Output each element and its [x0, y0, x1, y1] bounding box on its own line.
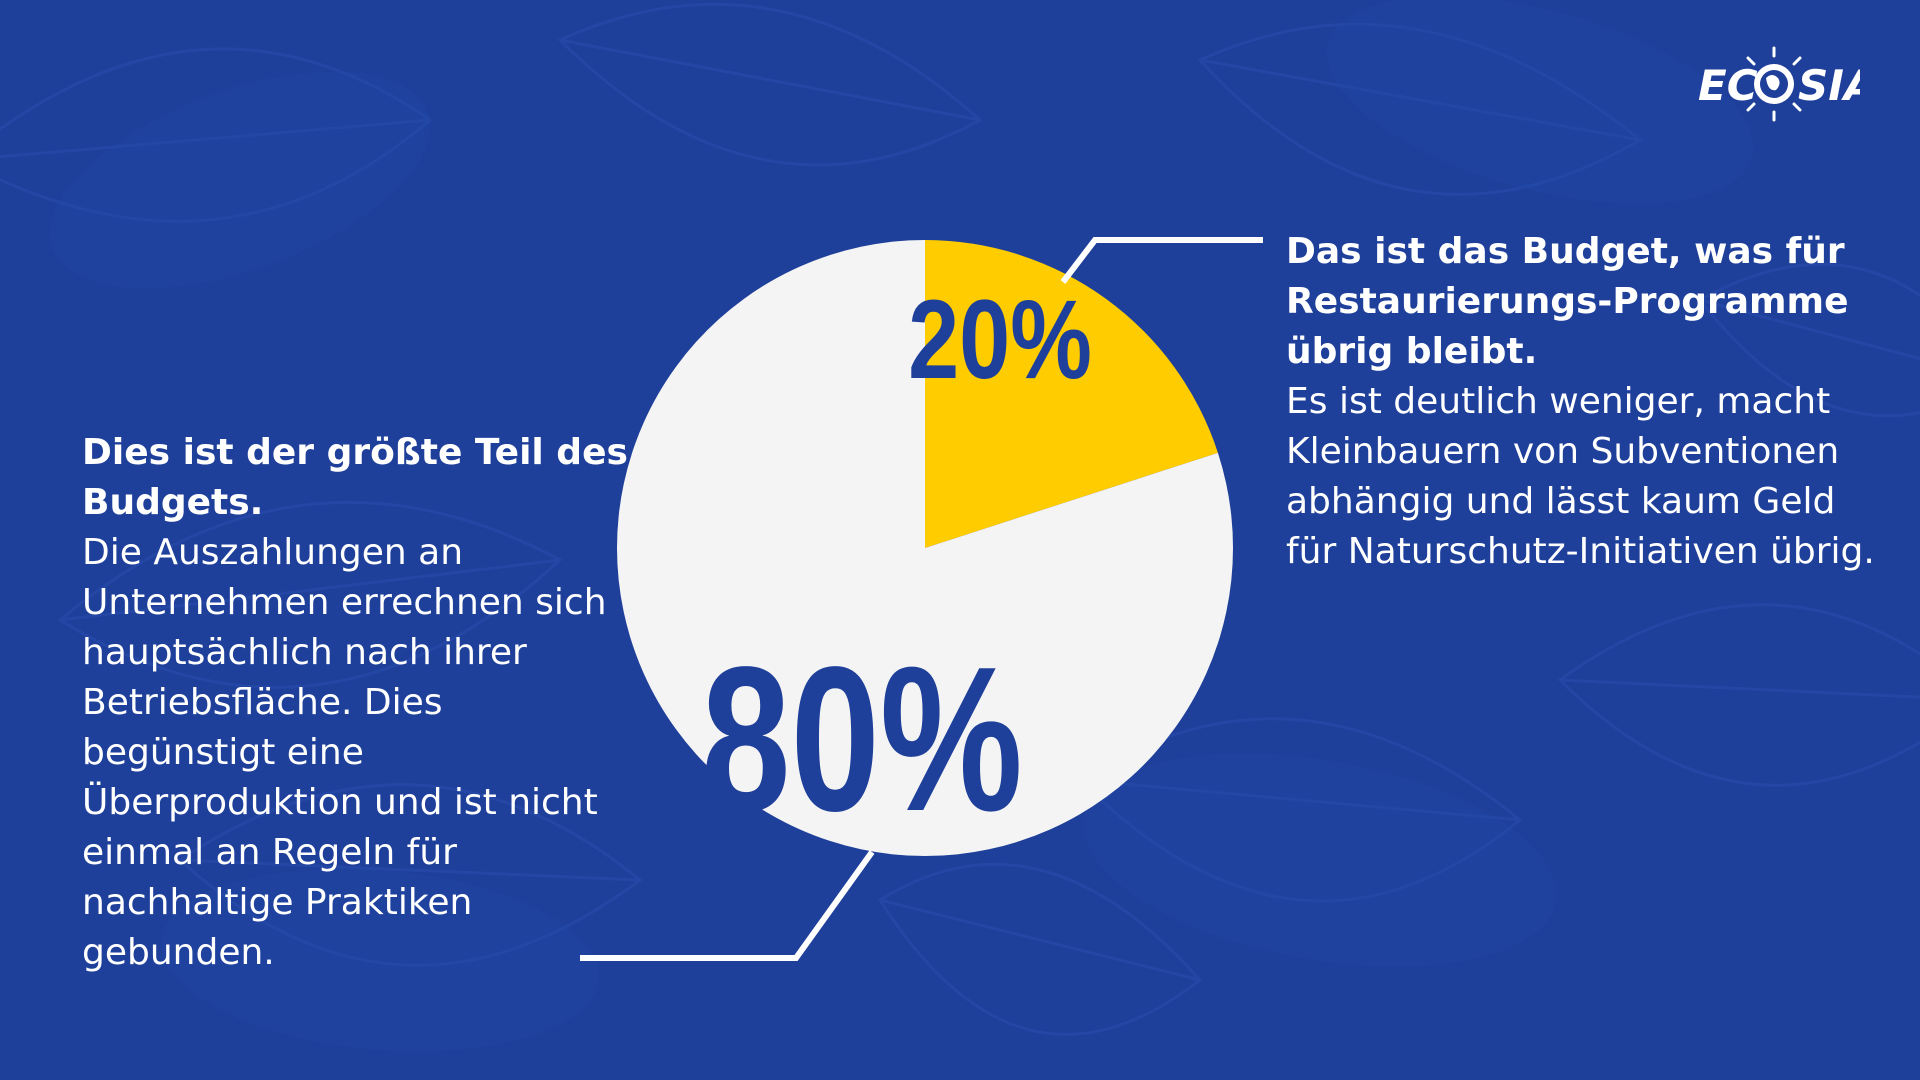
- globe-sun-icon: [1746, 46, 1802, 122]
- right-description: Das ist das Budget, was für Restaurierun…: [1286, 227, 1886, 577]
- slice-label-80: 80%: [701, 625, 1023, 855]
- left-description: Dies ist der größte Teil des Budgets. Di…: [82, 428, 642, 978]
- leader-line-left: [580, 850, 875, 961]
- slice-label-20: 20%: [908, 276, 1092, 402]
- leader-line-right: [1060, 237, 1263, 284]
- right-heading: Das ist das Budget, was für Restaurierun…: [1286, 231, 1849, 372]
- ecosia-logo: EC SIA: [1698, 46, 1860, 122]
- pie-slice-20: [925, 240, 1218, 548]
- right-body: Es ist deutlich weniger, macht Kleinbaue…: [1286, 381, 1875, 572]
- left-body: Die Auszahlungen an Unternehmen errechne…: [82, 532, 607, 973]
- left-heading: Dies ist der größte Teil des Budgets.: [82, 432, 628, 523]
- pie-slice-80: [617, 240, 1233, 856]
- logo-text-left: EC: [1698, 61, 1758, 110]
- logo-text-right: SIA: [1798, 61, 1860, 110]
